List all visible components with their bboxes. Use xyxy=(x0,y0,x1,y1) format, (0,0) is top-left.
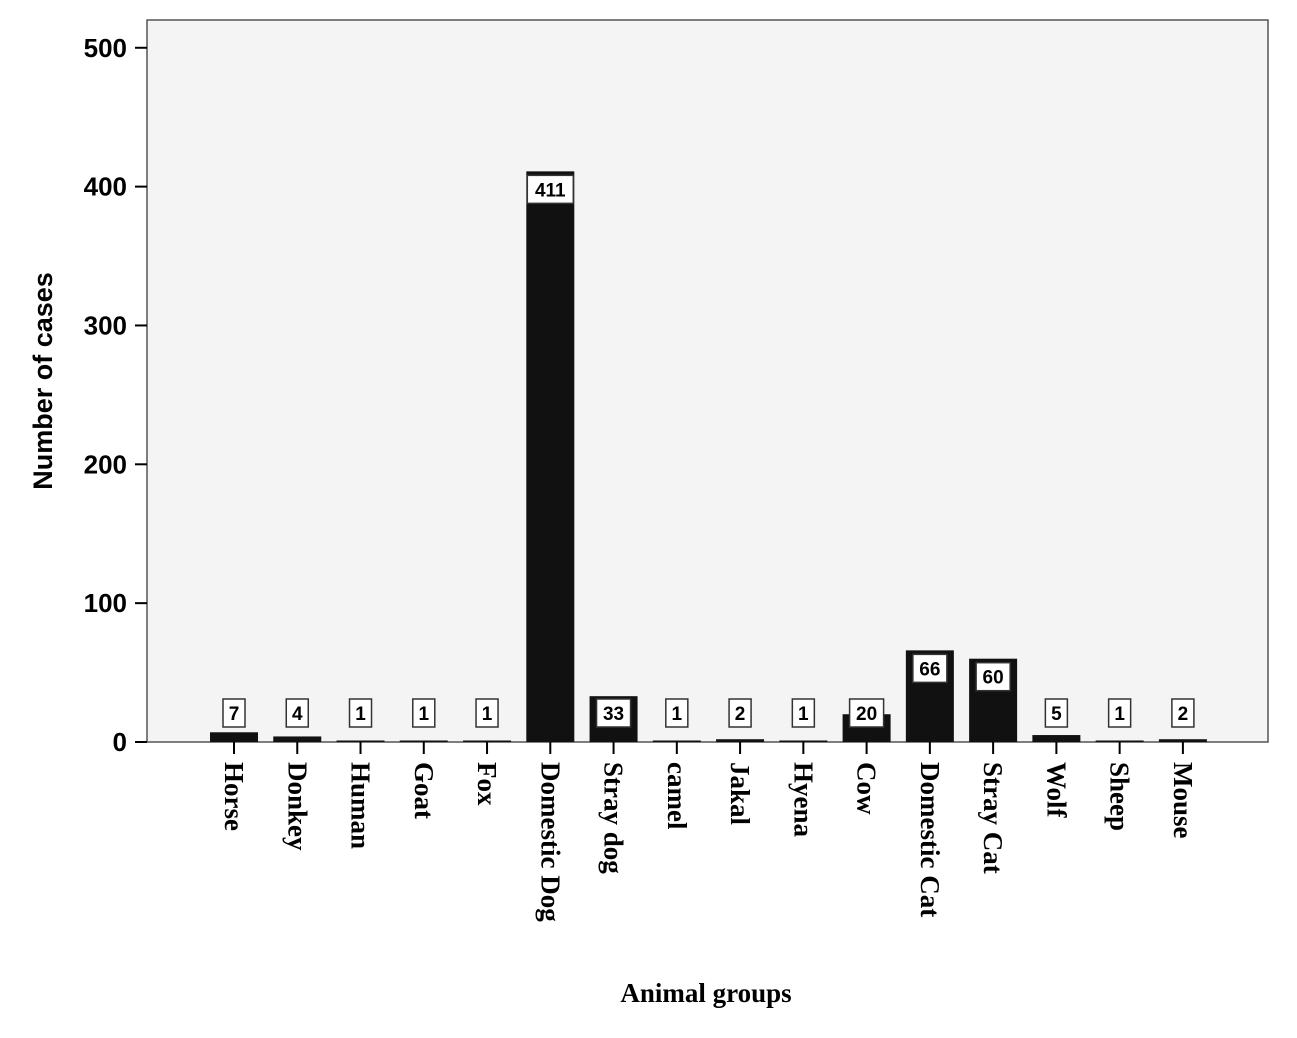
bar xyxy=(463,740,512,742)
data-label: 2 xyxy=(1171,698,1195,728)
x-tick-label: Domestic Cat xyxy=(915,762,945,917)
data-label: 1 xyxy=(665,698,689,728)
y-tick-label: 0 xyxy=(113,727,127,757)
data-label-box xyxy=(526,174,575,205)
data-label: 4 xyxy=(285,698,310,728)
x-tick-label: Cow xyxy=(852,762,882,815)
x-tick-label: Donkey xyxy=(282,762,312,851)
bar xyxy=(336,740,385,742)
x-tick-label: Domestic Dog xyxy=(535,762,565,922)
x-tick-label: Goat xyxy=(409,762,439,819)
x-tick-label: Jakal xyxy=(725,762,755,826)
data-label-box xyxy=(1107,698,1132,728)
y-axis: 0 100 200 300 400 500 xyxy=(84,33,147,757)
bar xyxy=(399,740,448,742)
data-label-text: 60 xyxy=(983,668,1004,689)
y-tick-label: 500 xyxy=(84,33,127,63)
data-label-box xyxy=(728,698,752,728)
y-axis-title: Number of cases xyxy=(28,272,58,490)
data-label: 20 xyxy=(848,698,885,728)
plot-area xyxy=(146,19,1269,743)
bar xyxy=(652,740,701,742)
data-label-box xyxy=(285,698,310,728)
data-label-box xyxy=(595,698,632,728)
data-label-text: 20 xyxy=(856,704,877,725)
x-tick-label: Human xyxy=(346,762,376,849)
data-label: 411 xyxy=(526,174,575,205)
data-label: 2 xyxy=(728,698,752,728)
data-label-text: 33 xyxy=(603,704,624,725)
data-label: 60 xyxy=(975,661,1011,692)
data-label-text: 1 xyxy=(798,704,809,725)
bar xyxy=(1032,735,1081,742)
data-label-text: 5 xyxy=(1051,704,1062,725)
data-label: 1 xyxy=(1107,698,1132,728)
data-label-text: 7 xyxy=(229,704,240,725)
data-label: 33 xyxy=(595,698,632,728)
data-label-box xyxy=(665,698,689,728)
data-label-text: 1 xyxy=(482,704,493,725)
data-label-box xyxy=(975,661,1011,692)
data-label-box xyxy=(412,698,436,728)
x-tick-label: Horse xyxy=(219,762,249,831)
data-label: 1 xyxy=(475,698,499,728)
data-label-box xyxy=(912,653,948,684)
x-tick-label: Wolf xyxy=(1041,762,1071,819)
data-label-text: 4 xyxy=(292,704,303,725)
data-label: 7 xyxy=(222,698,246,728)
data-label-text: 66 xyxy=(919,659,940,680)
data-label-box xyxy=(1171,698,1195,728)
bar xyxy=(1158,739,1207,742)
x-tick-label: Fox xyxy=(472,762,502,806)
y-tick-label: 200 xyxy=(84,449,127,479)
data-label-text: 1 xyxy=(418,704,429,725)
x-tick-label: Sheep xyxy=(1105,762,1135,831)
y-tick-label: 400 xyxy=(84,172,127,202)
x-tick-label: Stray Cat xyxy=(978,762,1008,874)
bar xyxy=(1095,740,1144,742)
y-tick-label: 300 xyxy=(84,310,127,340)
x-axis-title: Animal groups xyxy=(620,978,791,1008)
data-label-box xyxy=(348,698,373,728)
data-label: 5 xyxy=(1044,698,1069,728)
data-label-box xyxy=(791,698,816,728)
data-label-text: 1 xyxy=(355,704,366,725)
x-tick-label: Stray dog xyxy=(599,762,629,874)
bar xyxy=(716,739,765,742)
bar xyxy=(779,740,828,742)
bar xyxy=(210,732,258,742)
data-label: 1 xyxy=(412,698,436,728)
data-label: 1 xyxy=(791,698,816,728)
x-tick-label: Hyena xyxy=(788,762,818,838)
x-axis: Horse Donkey Human Goat Fox Domestic Dog Stray… xyxy=(219,742,1198,922)
data-label: 66 xyxy=(912,653,948,684)
bar xyxy=(526,171,575,743)
data-label-box xyxy=(848,698,885,728)
data-label-box xyxy=(475,698,499,728)
x-tick-label: Mouse xyxy=(1168,762,1198,839)
bar xyxy=(273,736,322,742)
data-label-box xyxy=(222,698,246,728)
data-label: 1 xyxy=(348,698,373,728)
data-label-text: 2 xyxy=(735,704,746,725)
data-label-text: 2 xyxy=(1178,704,1189,725)
data-label-text: 1 xyxy=(672,704,683,725)
y-tick-label: 100 xyxy=(84,588,127,618)
data-label-box xyxy=(1044,698,1069,728)
data-label-text: 411 xyxy=(535,180,566,201)
data-label-text: 1 xyxy=(1114,704,1125,725)
x-tick-label: camel xyxy=(662,762,692,830)
